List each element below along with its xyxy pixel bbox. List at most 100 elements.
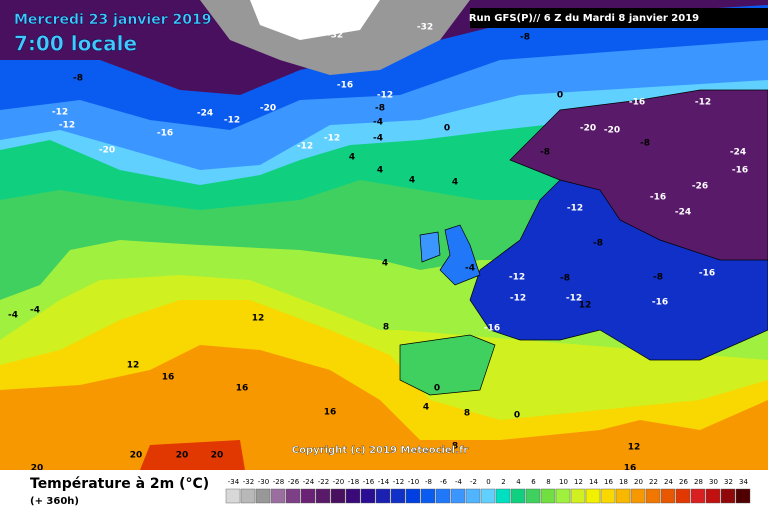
contour-label: 8 — [452, 442, 458, 452]
contour-label: -20 — [260, 104, 276, 114]
scale-label: 4 — [516, 478, 521, 486]
color-swatch — [705, 488, 721, 504]
contour-label: -12 — [297, 142, 313, 152]
color-swatch — [285, 488, 301, 504]
contour-label: -12 — [377, 91, 393, 101]
contour-label: 0 — [557, 91, 563, 101]
scale-label: -34 — [228, 478, 240, 486]
contour-label: -4 — [30, 306, 40, 316]
contour-label: -16 — [484, 324, 500, 334]
color-swatch — [270, 488, 286, 504]
scale-label: 0 — [486, 478, 490, 486]
scale-label: -32 — [243, 478, 254, 486]
contour-label: -8 — [375, 104, 385, 114]
contour-label: -12 — [224, 116, 240, 126]
color-swatch — [240, 488, 256, 504]
legend-subtitle: (+ 360h) — [30, 496, 79, 507]
color-swatch — [255, 488, 271, 504]
forecast-time: 7:00 locale — [14, 32, 137, 56]
contour-label: -12 — [695, 98, 711, 108]
scale-label: -16 — [363, 478, 375, 486]
color-swatch — [465, 488, 481, 504]
contour-label: 4 — [382, 259, 388, 269]
contour-label: -8 — [593, 239, 603, 249]
color-swatch — [570, 488, 586, 504]
contour-label: -28 — [287, 18, 303, 28]
color-swatch — [660, 488, 676, 504]
scale-label: 24 — [664, 478, 673, 486]
contour-label: -12 — [567, 204, 583, 214]
scale-label: -26 — [288, 478, 300, 486]
contour-label: 20 — [211, 451, 224, 461]
color-swatch — [435, 488, 451, 504]
color-swatch — [525, 488, 541, 504]
color-swatch — [345, 488, 361, 504]
contour-label: 4 — [409, 176, 415, 186]
contour-label: -20 — [99, 146, 115, 156]
contour-label: 8 — [383, 323, 389, 333]
contour-label: 12 — [579, 301, 592, 311]
scale-label: 16 — [604, 478, 613, 486]
contour-label: 4 — [423, 403, 429, 413]
color-swatch — [540, 488, 556, 504]
contour-label: 0 — [434, 384, 440, 394]
scale-label: 34 — [739, 478, 748, 486]
color-swatch — [360, 488, 376, 504]
contour-label: -16 — [732, 166, 748, 176]
contour-label: -8 — [540, 148, 550, 158]
color-swatch — [225, 488, 241, 504]
contour-label: -16 — [157, 129, 173, 139]
color-swatch — [615, 488, 631, 504]
scale-label: -12 — [393, 478, 404, 486]
run-box — [470, 8, 768, 28]
color-swatch — [585, 488, 601, 504]
contour-label: -8 — [640, 139, 650, 149]
color-swatch — [630, 488, 646, 504]
scale-label: -18 — [348, 478, 359, 486]
contour-label: 20 — [176, 451, 189, 461]
contour-label: 4 — [452, 178, 458, 188]
contour-label: -24 — [675, 208, 691, 218]
contour-label: 12 — [127, 361, 140, 371]
contour-label: 16 — [162, 373, 175, 383]
copyright: Copyright (c) 2019 Meteociel.fr — [292, 445, 469, 456]
contour-label: -4 — [373, 134, 383, 144]
contour-label: -16 — [337, 81, 353, 91]
scale-label: 32 — [724, 478, 733, 486]
contour-label: -16 — [629, 98, 645, 108]
scale-label: -30 — [258, 478, 269, 486]
scale-label: 28 — [694, 478, 703, 486]
scale-label: 20 — [634, 478, 643, 486]
scale-label: 22 — [649, 478, 658, 486]
color-swatch — [510, 488, 526, 504]
contour-label: -16 — [650, 193, 666, 203]
contour-label: 16 — [624, 464, 637, 474]
contour-label: -24 — [730, 148, 746, 158]
contour-label: 12 — [252, 314, 265, 324]
contour-label: -16 — [652, 298, 668, 308]
contour-label: -8 — [653, 273, 663, 283]
color-swatch — [675, 488, 691, 504]
contour-label: -8 — [560, 274, 570, 284]
color-swatch — [300, 488, 316, 504]
color-swatch — [315, 488, 331, 504]
contour-label: 4 — [349, 153, 355, 163]
contour-label: 4 — [377, 166, 383, 176]
color-swatch — [480, 488, 496, 504]
scale-label: 10 — [559, 478, 568, 486]
contour-label: -12 — [509, 273, 525, 283]
contour-label: -12 — [510, 294, 526, 304]
contour-label: 0 — [514, 411, 520, 421]
contour-label: -12 — [324, 134, 340, 144]
color-swatch — [645, 488, 661, 504]
contour-label: 12 — [628, 443, 641, 453]
color-swatch — [375, 488, 391, 504]
color-swatch — [420, 488, 436, 504]
contour-label: -4 — [8, 311, 18, 321]
scale-label: -8 — [425, 478, 432, 486]
scale-label: 30 — [709, 478, 718, 486]
color-swatch — [495, 488, 511, 504]
color-swatch — [555, 488, 571, 504]
color-swatch — [735, 488, 751, 504]
